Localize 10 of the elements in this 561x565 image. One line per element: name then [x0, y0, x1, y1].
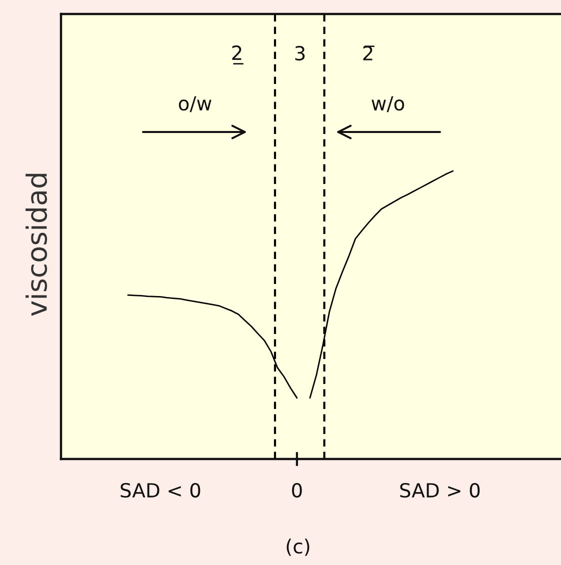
- text: (c): [286, 538, 310, 556]
- y-axis-title: viscosidad: [26, 174, 48, 316]
- text: w/o: [372, 96, 404, 112]
- x-tick-label: SAD > 0: [400, 482, 480, 498]
- text: 3: [295, 46, 305, 61]
- x-tick-label: 0: [292, 482, 302, 498]
- text: o/w: [178, 96, 212, 112]
- text: 2̅: [363, 46, 374, 60]
- x-tick-label: SAD < 0: [120, 482, 200, 498]
- text: 2̲: [232, 45, 244, 64]
